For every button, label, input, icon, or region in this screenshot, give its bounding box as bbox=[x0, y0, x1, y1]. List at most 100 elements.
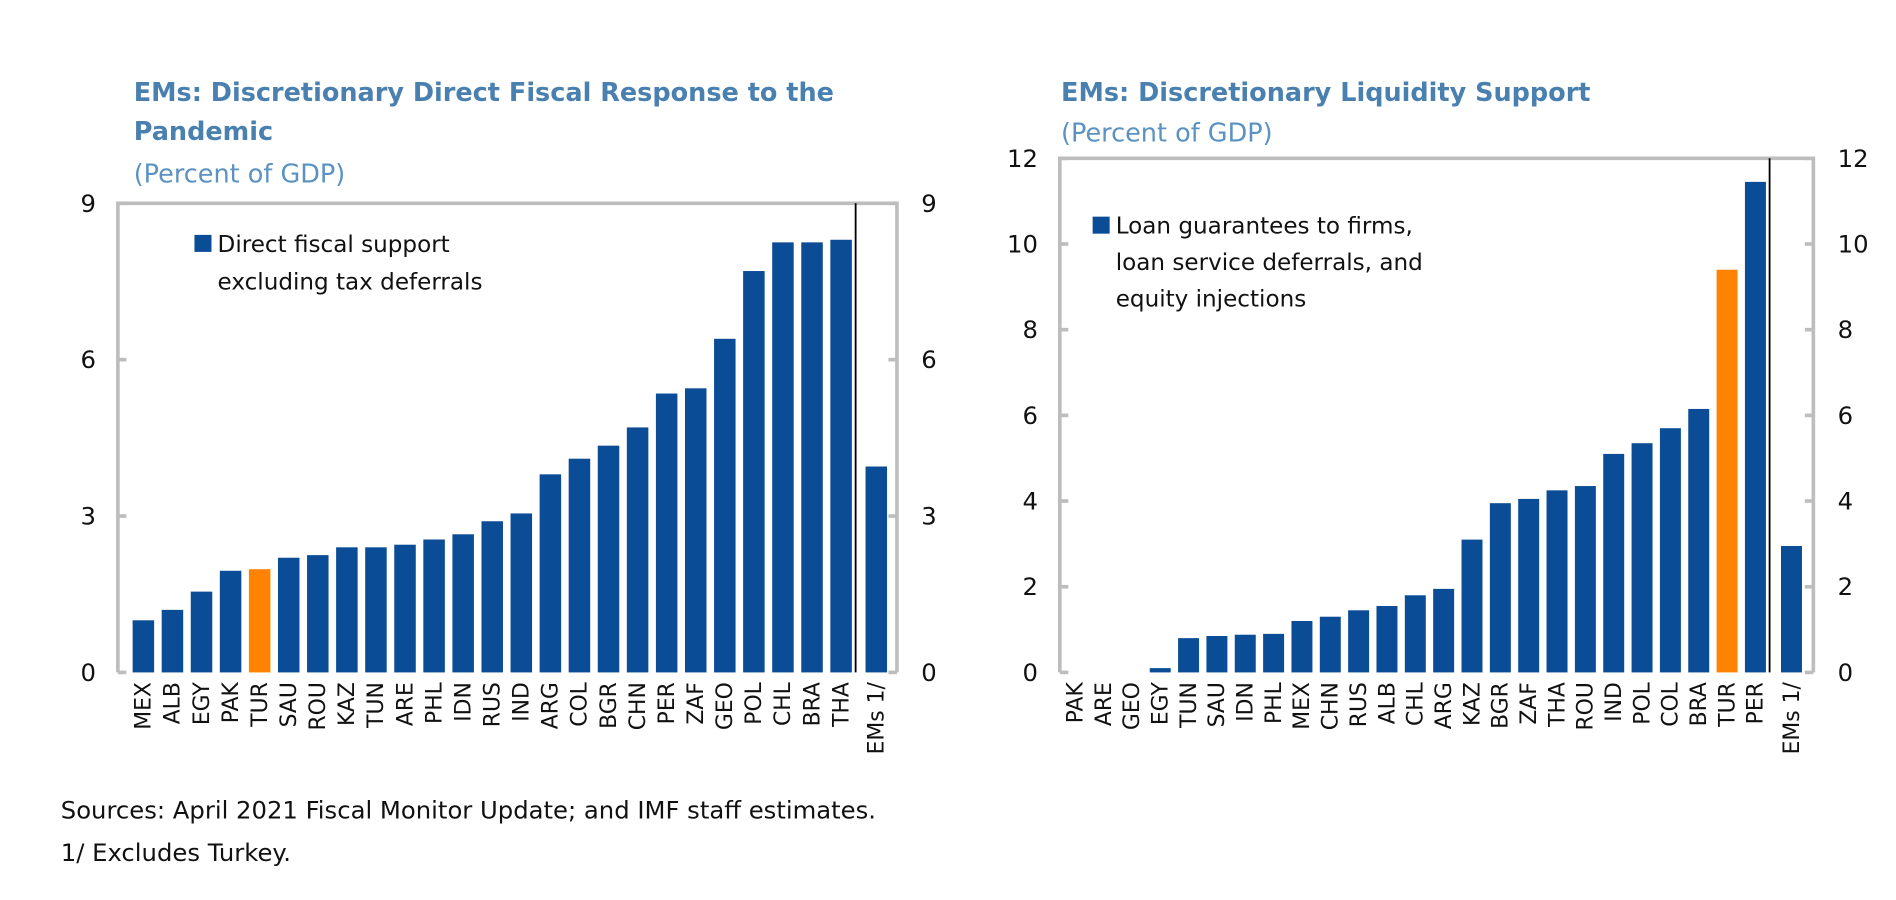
chart2-xlabel: BRA bbox=[1687, 682, 1712, 726]
chart2-xlabel: IDN bbox=[1234, 682, 1259, 722]
chart1-bar-per bbox=[655, 393, 678, 673]
chart2-legend-line3: equity injections bbox=[1116, 287, 1307, 313]
chart1-bar-arg bbox=[539, 474, 562, 673]
chart2-xlabel: ZAF bbox=[1517, 682, 1542, 725]
chart2-bar-ems-aggregate bbox=[1780, 546, 1802, 673]
chart2-bar-zaf bbox=[1518, 498, 1540, 673]
chart1-bar-rou bbox=[307, 555, 329, 673]
chart2-bar-sau bbox=[1206, 635, 1228, 673]
chart2-ytick-right: 8 bbox=[1838, 315, 1853, 344]
chart1-xlabel: BGR bbox=[597, 682, 622, 729]
chart1-bar-egy bbox=[190, 591, 213, 673]
sources-note: Sources: April 2021 Fiscal Monitor Updat… bbox=[61, 795, 876, 824]
chart2-xlabel: POL bbox=[1630, 681, 1655, 724]
chart1-xlabel-aggregate: EMs 1/ bbox=[865, 682, 890, 755]
chart1-xlabel: ALB bbox=[161, 682, 186, 724]
chart2-bar-arg bbox=[1433, 588, 1455, 673]
chart2-bar-bra bbox=[1688, 408, 1710, 673]
chart2-ytick-left: 8 bbox=[1022, 315, 1037, 344]
chart2-title: EMs: Discretionary Liquidity Support bbox=[1061, 78, 1590, 108]
chart1-xlabel: PAK bbox=[219, 681, 244, 723]
chart1-bar-pak bbox=[219, 570, 242, 673]
chart1-legend-line1: Direct fiscal support bbox=[218, 232, 450, 258]
chart2-bar-rou bbox=[1574, 486, 1596, 673]
chart1-xlabel: EGY bbox=[190, 681, 215, 725]
chart1-bar-kaz bbox=[336, 547, 358, 673]
chart2-xlabel-aggregate: EMs 1/ bbox=[1780, 682, 1805, 755]
chart2-bar-col bbox=[1659, 428, 1681, 673]
chart1-xlabel: PER bbox=[655, 682, 680, 724]
chart2-ytick-right: 2 bbox=[1838, 572, 1853, 601]
chart1-bar-tun bbox=[365, 547, 387, 673]
chart1-xlabel: ZAF bbox=[684, 682, 709, 725]
chart2-xlabel: ALB bbox=[1375, 682, 1400, 724]
chart1-bar-pol bbox=[743, 271, 765, 673]
chart2-bar-tur bbox=[1716, 269, 1738, 673]
chart1-xlabel: BRA bbox=[800, 682, 825, 726]
chart1-xlabel: THA bbox=[829, 682, 854, 728]
chart2-bar-phl bbox=[1263, 633, 1285, 673]
chart1-bar-mex bbox=[132, 620, 155, 673]
chart2-bar-tun bbox=[1178, 638, 1200, 673]
chart2-xlabel: CHL bbox=[1404, 681, 1429, 726]
chart2-xlabel: PAK bbox=[1063, 681, 1088, 723]
chart1-xlabel: POL bbox=[742, 681, 767, 724]
chart1-xlabel: COL bbox=[568, 681, 593, 726]
chart2-bar-alb bbox=[1376, 606, 1398, 673]
chart1-bar-idn bbox=[452, 534, 474, 673]
chart1-legend-line2: excluding tax deferrals bbox=[218, 270, 483, 296]
chart1-ytick-left: 9 bbox=[81, 189, 96, 218]
chart2-legend-line1: Loan guarantees to firms, bbox=[1116, 214, 1413, 240]
chart1-subtitle: (Percent of GDP) bbox=[134, 160, 346, 190]
chart1-xlabel: SAU bbox=[277, 682, 302, 727]
chart1-bar-tha bbox=[830, 239, 852, 673]
chart1-ytick-right: 6 bbox=[921, 345, 936, 374]
chart1-bar-zaf bbox=[684, 388, 707, 673]
chart2-bar-egy bbox=[1149, 668, 1171, 673]
chart2-ytick-left: 0 bbox=[1022, 658, 1037, 687]
chart1-xlabel: RUS bbox=[481, 682, 506, 727]
chart2-xlabel: KAZ bbox=[1460, 682, 1485, 726]
chart1-bar-col bbox=[568, 458, 591, 673]
chart2-bar-chl bbox=[1404, 595, 1426, 673]
chart2-legend-swatch bbox=[1092, 216, 1110, 234]
chart2-xlabel: CHN bbox=[1319, 682, 1344, 730]
chart2-bar-rus bbox=[1348, 610, 1370, 673]
chart2-bar-pol bbox=[1631, 443, 1653, 673]
chart2-bar-per bbox=[1744, 181, 1766, 673]
chart1-ytick-right: 9 bbox=[921, 189, 936, 218]
chart1-ytick-left: 3 bbox=[81, 502, 96, 531]
chart2-ytick-right: 6 bbox=[1838, 401, 1853, 430]
chart2-ytick-right: 10 bbox=[1838, 230, 1869, 259]
chart2-xlabel: COL bbox=[1659, 681, 1684, 726]
chart1-bar-chn bbox=[626, 427, 649, 673]
chart2-ytick-left: 6 bbox=[1022, 401, 1037, 430]
chart2-xlabel: ROU bbox=[1574, 682, 1599, 730]
chart1-ytick-right: 3 bbox=[921, 502, 936, 531]
chart2-xlabel: PER bbox=[1744, 682, 1769, 724]
chart1-frame bbox=[116, 201, 899, 673]
chart2-bar-ind bbox=[1603, 453, 1625, 673]
chart1-bar-sau bbox=[277, 557, 300, 673]
chart1-bar-ems-aggregate bbox=[865, 466, 888, 673]
chart1-xlabel: ARG bbox=[539, 682, 564, 729]
chart1-title-line1: EMs: Discretionary Direct Fiscal Respons… bbox=[134, 78, 834, 108]
chart1-bar-rus bbox=[481, 521, 503, 673]
chart2-xlabel: MEX bbox=[1290, 682, 1315, 730]
chart2-ytick-left: 4 bbox=[1022, 487, 1037, 516]
chart2-xlabel: EGY bbox=[1149, 681, 1174, 725]
chart1-xlabel: ARE bbox=[393, 682, 418, 726]
chart1-ytick-left: 6 bbox=[81, 345, 96, 374]
chart1-bar-bgr bbox=[597, 445, 620, 673]
chart1-xlabel: IDN bbox=[451, 682, 476, 722]
chart1-xlabel: CHN bbox=[626, 682, 651, 730]
chart2-xlabel: ARG bbox=[1432, 682, 1457, 729]
chart1-ytick-left: 0 bbox=[81, 658, 96, 687]
chart1-bar-geo bbox=[714, 338, 736, 673]
chart1-xlabel: MEX bbox=[132, 682, 157, 730]
chart2-xlabel: ARE bbox=[1092, 682, 1117, 726]
chart2-bar-chn bbox=[1319, 616, 1341, 673]
chart2-ytick-left: 12 bbox=[1007, 144, 1038, 173]
